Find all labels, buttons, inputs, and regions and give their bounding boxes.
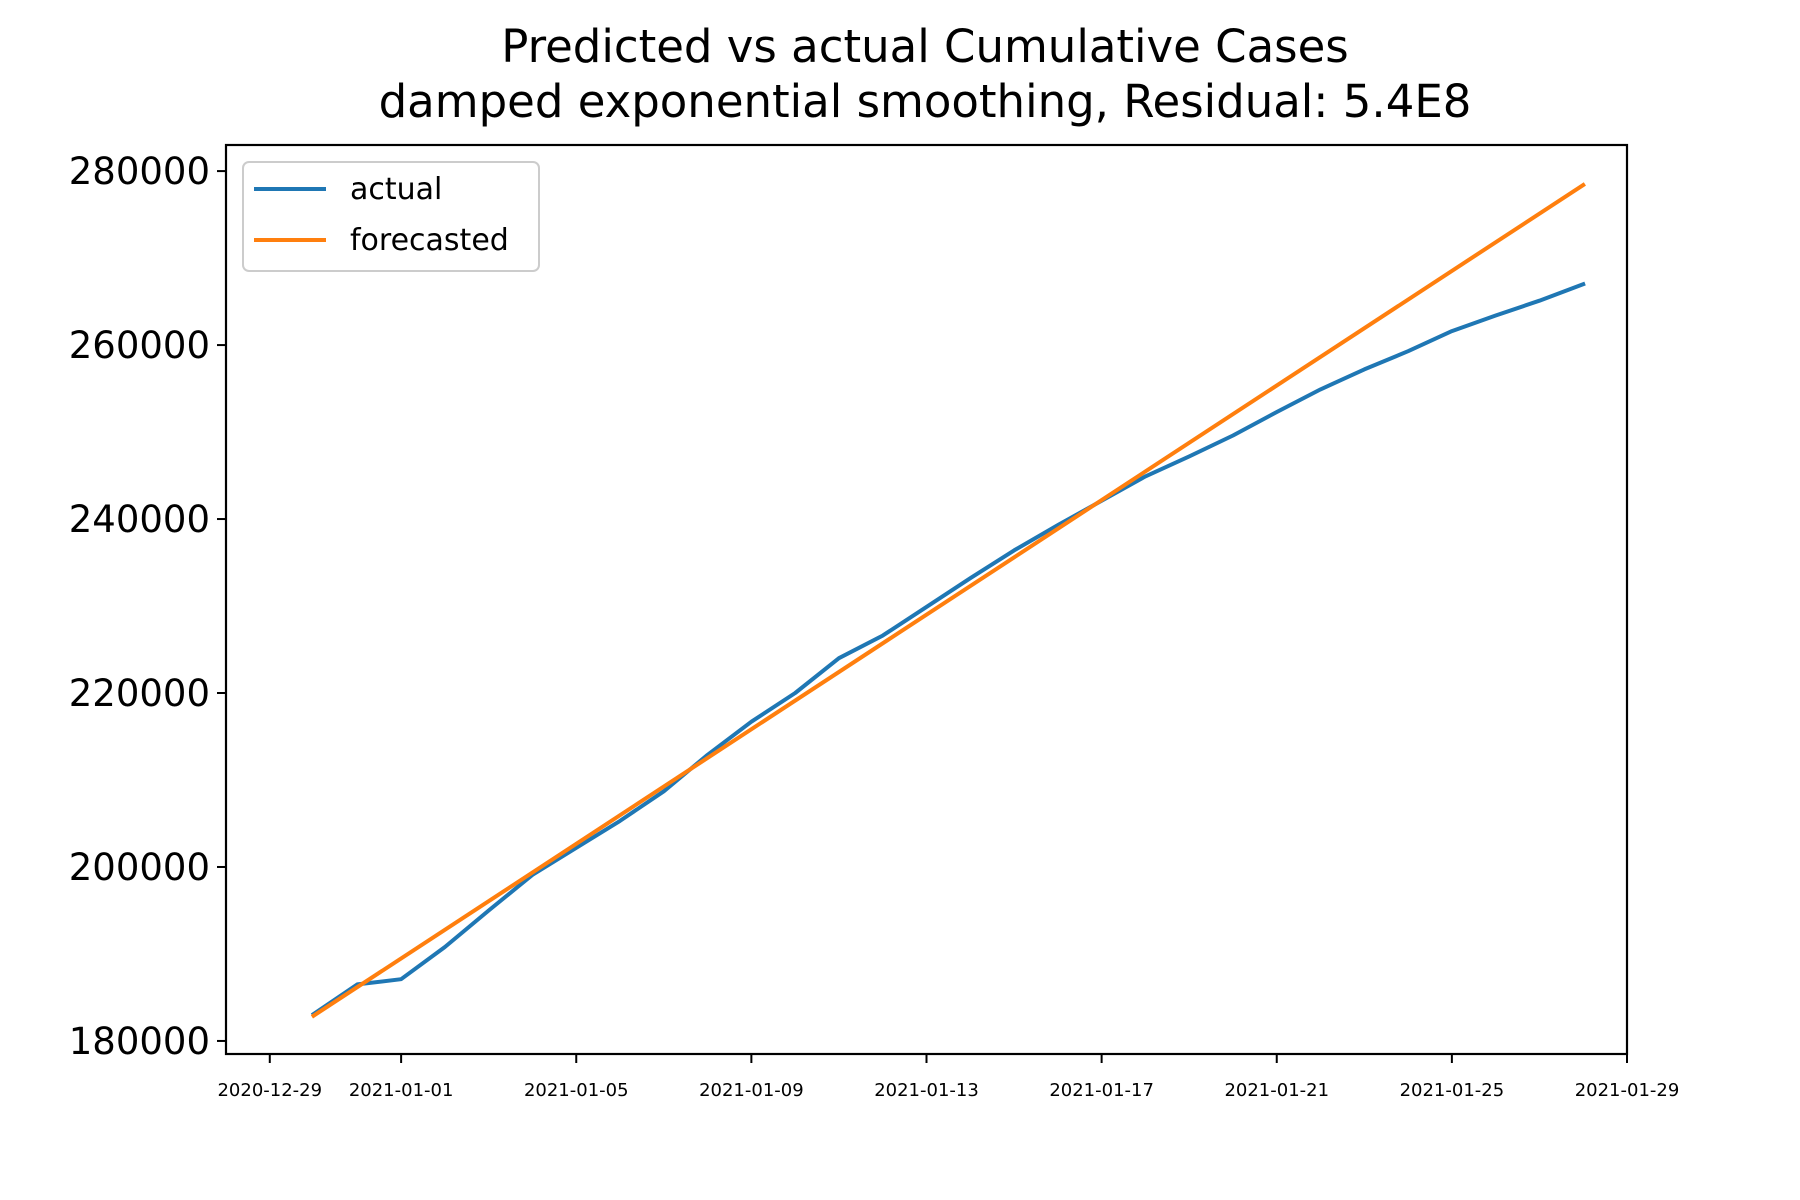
x-tick-label: 2021-01-01 <box>349 1080 454 1101</box>
series-layer <box>310 182 1586 1019</box>
y-tick-label: 240000 <box>69 498 210 541</box>
legend: actual forecasted <box>242 161 540 272</box>
x-tick-label: 2021-01-13 <box>874 1080 979 1101</box>
x-tick-label: 2021-01-21 <box>1224 1080 1329 1101</box>
legend-label-forecasted: forecasted <box>350 223 509 258</box>
x-tick-label: 2021-01-05 <box>524 1080 629 1101</box>
x-tick-label: 2021-01-25 <box>1400 1080 1505 1101</box>
y-axis: 180000 200000 220000 240000 260000 280000 <box>69 150 226 1063</box>
x-tick-label: 2020-12-29 <box>217 1080 322 1101</box>
y-tick-label: 220000 <box>69 672 210 715</box>
x-tick-label: 2021-01-09 <box>699 1080 804 1101</box>
legend-label-actual: actual <box>350 172 442 207</box>
x-axis: 2020-12-29 2021-01-01 2021-01-05 2021-01-09… <box>217 1054 1679 1101</box>
y-tick-label: 180000 <box>69 1020 210 1063</box>
series-line-forecasted <box>310 182 1586 1019</box>
series-line-actual <box>310 281 1586 1017</box>
x-tick-label: 2021-01-17 <box>1049 1080 1154 1101</box>
x-tick-label: 2021-01-29 <box>1575 1080 1680 1101</box>
y-tick-label: 280000 <box>69 150 210 193</box>
plot-frame <box>224 143 1629 1056</box>
y-tick-label: 260000 <box>69 324 210 367</box>
chart-subtitle: damped exponential smoothing, Residual: … <box>379 75 1472 128</box>
chart-title: Predicted vs actual Cumulative Cases <box>501 20 1349 73</box>
y-tick-label: 200000 <box>69 846 210 889</box>
